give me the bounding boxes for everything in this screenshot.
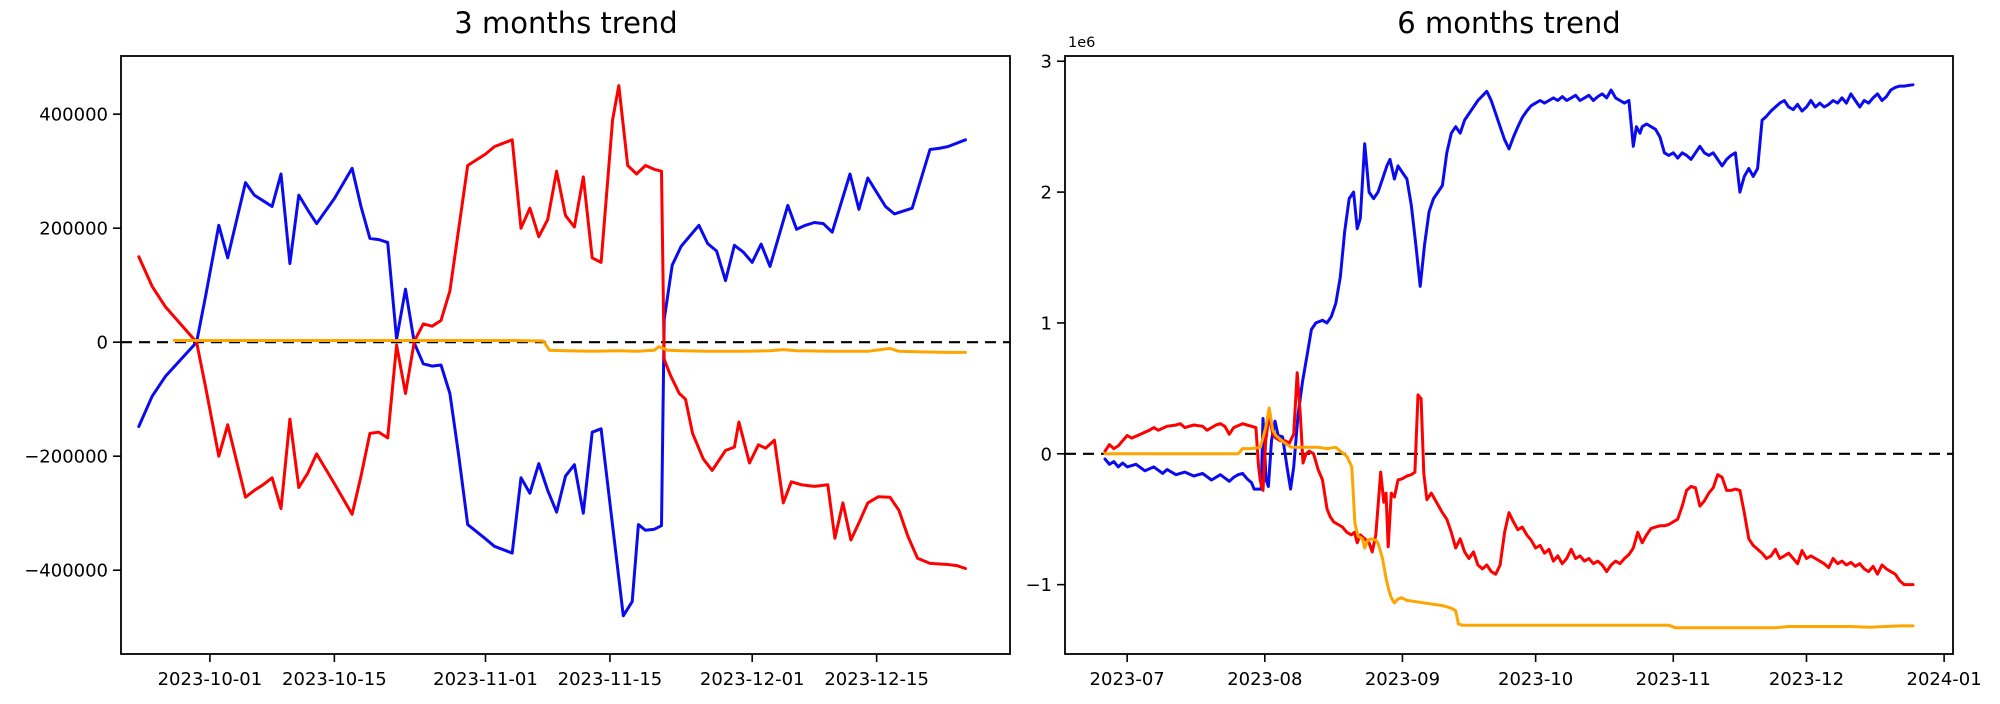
x-tick-label: 2024-01 (1907, 669, 1982, 690)
y-tick-label: −1 (1025, 575, 1052, 596)
y-tick-label: 0 (1041, 444, 1052, 465)
x-tick-label: 2023-08 (1227, 669, 1302, 690)
x-tick-label: 2023-07 (1090, 669, 1165, 690)
y-tick-label: 400000 (39, 105, 108, 126)
y-tick-label: 3 (1041, 52, 1052, 73)
x-tick-label: 2023-11-01 (433, 669, 538, 690)
red-line (137, 84, 967, 570)
blue-line (137, 138, 967, 618)
x-tick-label: 2023-11 (1636, 669, 1711, 690)
axes-spines (120, 55, 1011, 655)
chart-title-3-months: 3 months trend (454, 6, 678, 40)
x-tick-label: 2023-10-01 (158, 669, 263, 690)
y-tick-label: 1 (1041, 313, 1052, 334)
chart-6-months: 3 2 1 0 −1 2023-07 2023-08 2023-09 2023-10 2023-1… (1025, 35, 1981, 690)
x-tick-label: 2023-10-15 (282, 669, 387, 690)
x-tick-label: 2023-12-01 (700, 669, 805, 690)
blue-line (1103, 83, 1915, 491)
axes-spines (1064, 55, 1954, 655)
x-tick-label: 2023-10 (1498, 669, 1573, 690)
y-axis-offset-label: 1e6 (1068, 35, 1095, 51)
y-tick-label: 200000 (39, 219, 108, 240)
y-tick-label: −400000 (24, 561, 108, 582)
x-tick-label: 2023-12 (1769, 669, 1844, 690)
orange-line (172, 339, 967, 354)
y-tick-label: −200000 (24, 447, 108, 468)
x-tick-label: 2023-12-15 (824, 669, 929, 690)
x-tick-label: 2023-09 (1365, 669, 1440, 690)
orange-line (1103, 406, 1915, 630)
x-tick-label: 2023-11-15 (558, 669, 663, 690)
chart-title-6-months: 6 months trend (1397, 6, 1621, 40)
red-line (1103, 371, 1915, 587)
y-tick-label: 0 (97, 333, 108, 354)
chart-3-months: 400000 200000 0 −200000 −400000 2023-10-01 202… (24, 55, 1011, 690)
y-tick-label: 2 (1041, 183, 1052, 204)
